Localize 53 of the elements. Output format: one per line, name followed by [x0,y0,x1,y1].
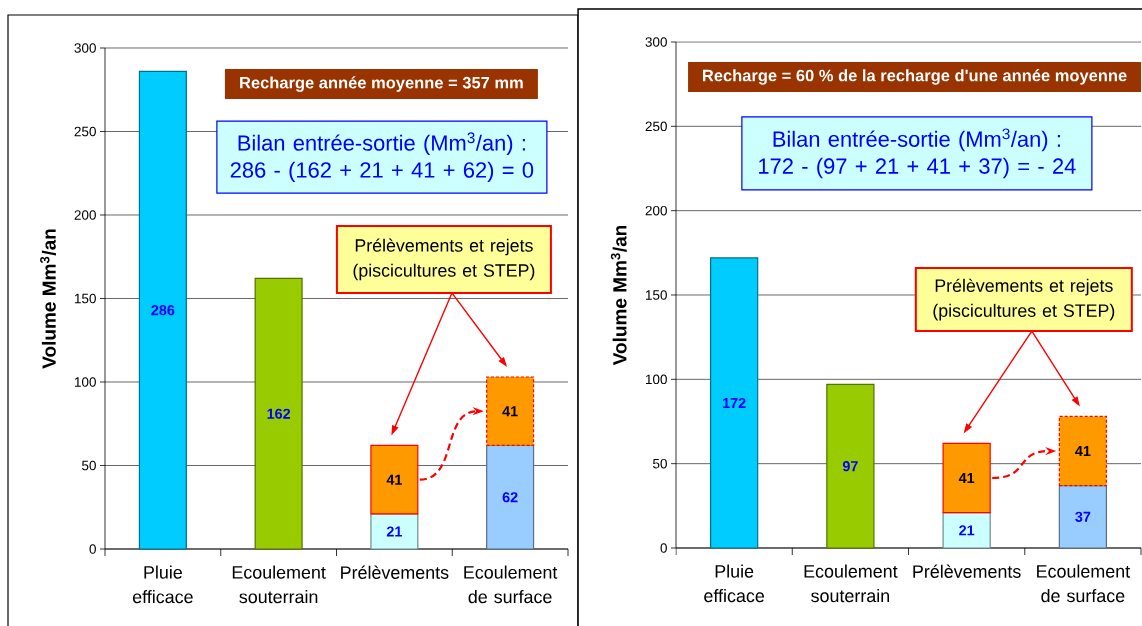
x-tick-label: Pluie efficace [132,565,193,604]
data-label: 172 [723,397,746,408]
x-tick-label: Prélèvements [341,565,449,579]
annotation: Bilan entrée-sortie (Mm$^{3}$/an) : 172 - (97 + 21 + 41 + 37) = - 24 [759,128,1076,179]
x-tick-label: Prélèvements [913,564,1021,578]
x-tick-label: Ecoulement de surface [464,565,558,604]
data-label: 41 [386,474,402,485]
bar [709,257,759,549]
bar [254,277,303,550]
y-axis-title: Volume Mm$^{3}$/an [40,229,57,369]
data-label: 97 [842,461,858,472]
y-tick-label: 300 [74,43,96,53]
data-label: 162 [267,408,291,419]
y-tick-label: 150 [645,290,667,300]
bar [942,511,991,549]
data-label: 286 [151,305,175,316]
y-tick-label: 300 [645,37,667,47]
data-label: 37 [1075,511,1091,522]
data-label: 41 [958,473,975,483]
bar [486,444,535,550]
bar [370,444,419,515]
y-tick-label: 250 [74,126,96,137]
x-tick-label: Ecoulement souterrain [804,564,898,603]
y-tick-label: 0 [660,543,667,553]
bar [1058,415,1108,487]
x-tick-label: Ecoulement de surface [1037,564,1131,603]
y-tick-label: 100 [74,377,96,387]
data-label: 41 [1075,446,1091,456]
y-tick-label: 100 [645,374,667,385]
annotation: Prélèvements et rejets (piscicultures et STEP) [353,238,535,281]
y-tick-label: 200 [74,210,96,220]
annotation: Bilan entrée-sortie (Mm$^{3}$/an) : 286 - (162 + 21 + 41 + 62) = 0 [230,132,534,183]
data-label: 41 [502,406,518,417]
y-tick-label: 150 [74,293,96,304]
y-tick-label: 250 [645,121,667,132]
y-tick-label: 50 [652,458,667,469]
bar [370,513,419,550]
bar [486,376,535,447]
y-axis-title: Volume Mm$^{3}$/an [610,225,627,366]
bar [826,383,875,549]
x-tick-label: Pluie efficace [704,564,765,603]
annotation: Recharge = 60 % de la recharge d'une année moyenne [703,69,1127,85]
data-label: 62 [502,492,518,503]
y-tick-label: 0 [89,544,96,554]
annotation: Recharge année moyenne = 357 mm [240,76,523,92]
y-tick-label: 50 [81,460,96,471]
data-label: 21 [386,526,402,537]
annotation: Prélèvements et rejets (piscicultures et STEP) [933,278,1115,321]
x-tick-label: Ecoulement souterrain [232,565,326,604]
data-label: 21 [959,525,975,536]
bar [138,70,187,550]
y-tick-label: 200 [645,205,667,216]
bar [1058,484,1108,549]
